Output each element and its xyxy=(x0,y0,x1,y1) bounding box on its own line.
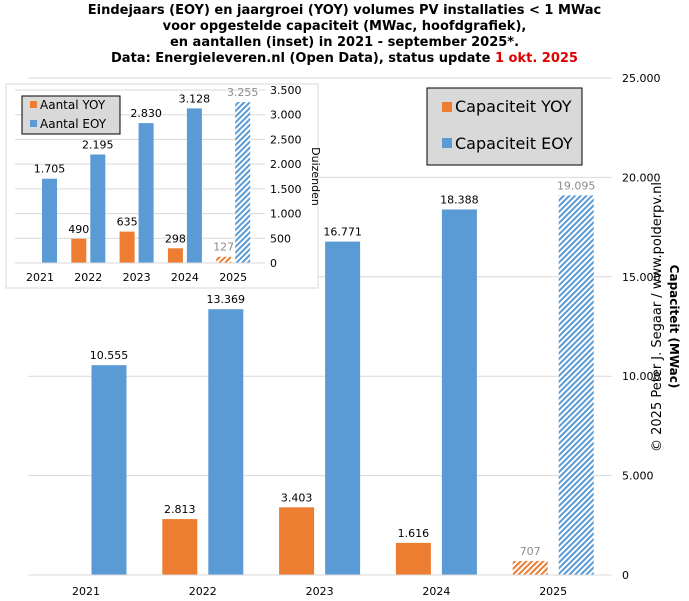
data-label: 2.813 xyxy=(164,503,196,516)
data-label: 490 xyxy=(68,223,89,236)
y-tick-label: 25.000 xyxy=(622,72,661,85)
bar-eoy xyxy=(138,123,154,263)
legend-box xyxy=(426,87,583,166)
copyright-text: © 2025 Peter J. Segaar / www.polderpv.nl xyxy=(650,182,665,452)
bar-eoy xyxy=(42,178,57,263)
bar-yoy xyxy=(119,231,135,263)
y-tick-label: 10.000 xyxy=(622,370,661,383)
y-tick-label: 1.500 xyxy=(270,183,302,196)
bar-eoy xyxy=(441,209,477,575)
y-tick-label: 0 xyxy=(622,569,629,582)
legend-label-yoy: Aantal YOY xyxy=(40,98,106,112)
data-label: 10.555 xyxy=(90,349,129,362)
chart-title: Eindejaars (EOY) en jaargroei (YOY) volu… xyxy=(0,3,689,67)
x-tick-label: 2023 xyxy=(123,271,151,284)
bar-eoy xyxy=(325,241,361,575)
y-tick-label: 1.000 xyxy=(270,208,302,221)
x-tick-label: 2023 xyxy=(306,585,334,598)
bar-yoy xyxy=(216,256,232,263)
legend-box xyxy=(21,95,121,135)
bar-yoy xyxy=(167,248,183,263)
bar-eoy xyxy=(208,309,244,575)
bar-yoy xyxy=(162,519,198,575)
title-line-4: Data: Energieleveren.nl (Open Data), sta… xyxy=(0,51,689,67)
y-tick-label: 5.000 xyxy=(622,470,654,483)
legend-label-yoy: Capaciteit YOY xyxy=(455,97,572,116)
y-tick-label: 15.000 xyxy=(622,271,661,284)
x-tick-label: 2022 xyxy=(189,585,217,598)
inset-legend: Aantal YOY Aantal EOY xyxy=(21,95,121,135)
y-axis-title: Duizenden xyxy=(309,147,322,206)
data-label: 298 xyxy=(165,232,186,245)
bar-yoy xyxy=(71,238,87,263)
data-label: 13.369 xyxy=(207,293,246,306)
legend-swatch-yoy xyxy=(442,102,452,112)
data-label: 1.705 xyxy=(34,163,66,176)
x-tick-label: 2021 xyxy=(26,271,54,284)
legend-label-eoy: Aantal EOY xyxy=(40,117,107,131)
x-tick-label: 2025 xyxy=(539,585,567,598)
bar-eoy xyxy=(91,365,127,575)
title-date: 1 okt. 2025 xyxy=(494,51,578,66)
data-label: 19.095 xyxy=(557,179,596,192)
x-tick-label: 2024 xyxy=(171,271,199,284)
legend-swatch-eoy xyxy=(442,138,452,148)
y-tick-label: 2.000 xyxy=(270,158,302,171)
main-legend: Capaciteit YOY Capaciteit EOY xyxy=(426,87,583,166)
y-tick-label: 3.500 xyxy=(270,84,302,97)
y-tick-label: 3.000 xyxy=(270,109,302,122)
y-axis-title: Capaciteit (MWac) xyxy=(667,265,681,389)
bar-yoy xyxy=(395,542,431,575)
bar-yoy xyxy=(279,507,315,575)
title-line-3: en aantallen (inset) in 2021 - september… xyxy=(169,35,520,50)
y-tick-label: 500 xyxy=(270,232,291,245)
bar-eoy xyxy=(235,102,251,263)
y-tick-label: 2.500 xyxy=(270,133,302,146)
bar-eoy xyxy=(558,195,594,575)
data-label: 3.403 xyxy=(281,491,313,504)
data-label: 2.195 xyxy=(82,139,114,152)
x-tick-label: 2025 xyxy=(219,271,247,284)
data-label: 127 xyxy=(213,241,234,254)
data-label: 707 xyxy=(520,545,541,558)
x-tick-label: 2022 xyxy=(74,271,102,284)
legend-label-eoy: Capaciteit EOY xyxy=(455,134,573,153)
legend-swatch-eoy xyxy=(30,120,37,127)
data-label: 18.388 xyxy=(440,193,479,206)
data-label: 16.771 xyxy=(323,226,362,239)
data-label: 635 xyxy=(117,216,138,229)
title-line-2: voor opgestelde capaciteit (MWac, hoofdg… xyxy=(162,19,527,34)
bar-eoy xyxy=(186,108,202,264)
data-label: 3.255 xyxy=(227,86,259,99)
data-label: 3.128 xyxy=(179,92,211,105)
bar-yoy xyxy=(512,560,548,575)
title-source: Data: Energieleveren.nl (Open Data), sta… xyxy=(111,51,495,66)
data-label: 2.830 xyxy=(130,107,162,120)
x-tick-label: 2024 xyxy=(422,585,450,598)
y-tick-label: 20.000 xyxy=(622,171,661,184)
title-line-1: Eindejaars (EOY) en jaargroei (YOY) volu… xyxy=(87,3,602,18)
y-tick-label: 0 xyxy=(270,257,277,270)
x-tick-label: 2021 xyxy=(72,585,100,598)
data-label: 1.616 xyxy=(398,527,430,540)
bar-eoy xyxy=(90,154,106,263)
legend-swatch-yoy xyxy=(30,101,37,108)
